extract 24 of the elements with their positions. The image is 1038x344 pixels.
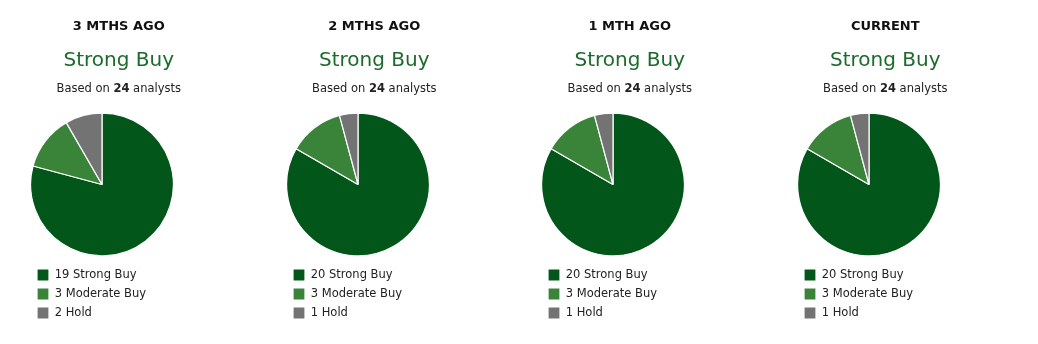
legend-label: 3 Moderate Buy bbox=[310, 285, 402, 300]
chart-subtitle: Strong Buy bbox=[318, 47, 431, 71]
legend-label: 20 Strong Buy bbox=[821, 266, 904, 281]
chart-subtitle: Strong Buy bbox=[573, 47, 686, 71]
legend-label: 3 Moderate Buy bbox=[821, 285, 913, 300]
text: Based on 24 analysts bbox=[567, 81, 692, 95]
chart-title: 2 MTHS AGO bbox=[327, 18, 422, 33]
legend-label: 20 Strong Buy bbox=[565, 266, 648, 281]
legend-label: 1 Hold bbox=[821, 304, 859, 319]
text: Based on 24 analysts bbox=[312, 81, 437, 95]
chart-subtitle: Strong Buy bbox=[829, 47, 942, 71]
chart-title: CURRENT bbox=[849, 18, 921, 33]
legend-label: 3 Moderate Buy bbox=[54, 285, 147, 300]
legend-label: 19 Strong Buy bbox=[54, 266, 137, 281]
legend-label: 1 Hold bbox=[310, 304, 348, 319]
legend-label: 3 Moderate Buy bbox=[565, 285, 658, 300]
chart-title: 1 MTH AGO bbox=[587, 18, 673, 33]
chart-title: 3 MTHS AGO bbox=[71, 18, 166, 33]
legend-label: 2 Hold bbox=[54, 304, 92, 319]
chart-subtitle: Strong Buy bbox=[62, 47, 175, 71]
legend-label: 1 Hold bbox=[565, 304, 603, 319]
text: Based on 24 analysts bbox=[56, 81, 181, 95]
legend-label: 20 Strong Buy bbox=[310, 266, 393, 281]
text: Based on 24 analysts bbox=[823, 81, 948, 95]
